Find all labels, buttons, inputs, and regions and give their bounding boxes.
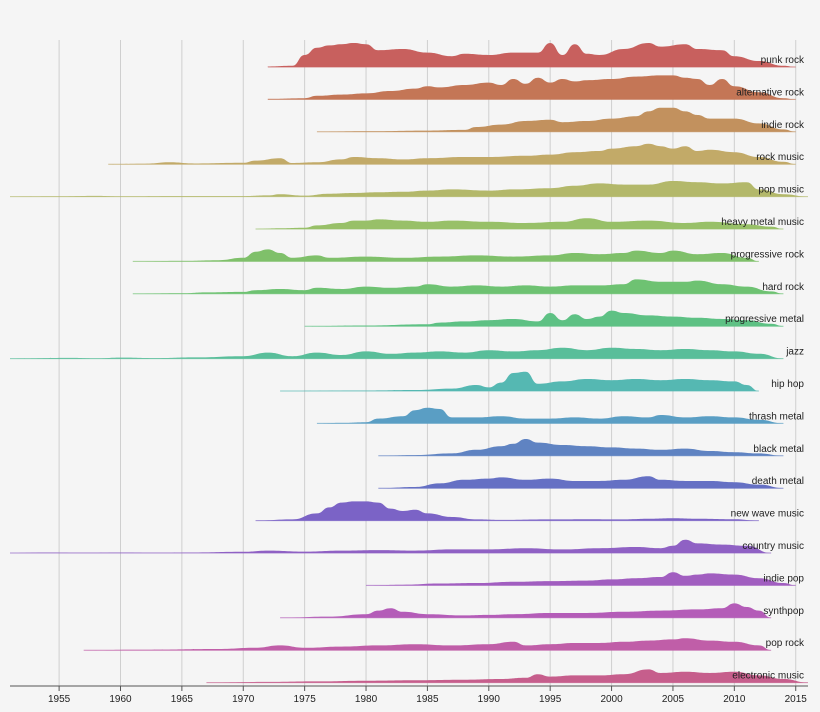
- ridge-country-music: [10, 539, 772, 553]
- ridge-black-metal: [378, 439, 784, 456]
- genre-labels: punk rock alternative rock indie rock rock …: [721, 55, 805, 682]
- genre-label-thrash-metal: thrash metal: [749, 411, 804, 422]
- x-tick-label-1965: 1965: [171, 694, 194, 705]
- genre-label-black-metal: black metal: [753, 444, 804, 455]
- ridge-indie-pop: [366, 572, 796, 586]
- x-tick-label-1955: 1955: [48, 694, 71, 705]
- genre-label-synthpop: synthpop: [763, 606, 804, 617]
- genre-label-heavy-metal-music: heavy metal music: [721, 217, 804, 228]
- x-tick-label-1995: 1995: [539, 694, 562, 705]
- genre-label-rock-music: rock music: [756, 152, 804, 163]
- genre-ridges: [10, 43, 808, 684]
- ridge-pop-rock: [83, 638, 772, 651]
- genre-label-pop-music: pop music: [758, 185, 804, 196]
- ridge-thrash-metal: [316, 407, 784, 424]
- x-axis: 1955 1960 1965 1970 1975 1980 1985 1990 1995 2000…: [10, 685, 808, 705]
- x-tick-label-1980: 1980: [355, 694, 378, 705]
- genre-label-electronic-music: electronic music: [732, 671, 804, 682]
- ridge-progressive-rock: [132, 249, 759, 262]
- x-tick-label-1990: 1990: [478, 694, 501, 705]
- ridge-hard-rock: [132, 279, 784, 294]
- ridge-new-wave-music: [255, 501, 759, 521]
- ridge-death-metal: [378, 476, 784, 489]
- x-tick-label-1970: 1970: [232, 694, 255, 705]
- x-tick-label-2010: 2010: [723, 694, 746, 705]
- genre-label-hard-rock: hard rock: [762, 282, 805, 293]
- genre-label-country-music: country music: [742, 541, 804, 552]
- genre-label-new-wave-music: new wave music: [731, 509, 804, 520]
- genre-label-pop-rock: pop rock: [766, 638, 805, 649]
- genre-label-indie-rock: indie rock: [761, 120, 805, 131]
- ridge-pop-music: [10, 181, 808, 197]
- ridge-synthpop: [280, 603, 772, 618]
- genre-label-progressive-metal: progressive metal: [725, 314, 804, 325]
- genre-label-jazz: jazz: [785, 347, 804, 358]
- vertical-gridlines: [58, 40, 797, 686]
- ridge-jazz: [10, 347, 784, 359]
- genre-label-indie-pop: indie pop: [763, 573, 804, 584]
- ridge-rock-music: [108, 143, 796, 165]
- ridge-heavy-metal-music: [255, 218, 784, 229]
- x-tick-label-1985: 1985: [416, 694, 439, 705]
- genre-label-hip-hop: hip hop: [771, 379, 804, 390]
- genre-label-punk-rock: punk rock: [761, 55, 805, 66]
- genre-label-alternative-rock: alternative rock: [736, 87, 805, 98]
- genre-label-death-metal: death metal: [752, 476, 804, 487]
- x-tick-label-1960: 1960: [109, 694, 132, 705]
- ridge-indie-rock: [316, 107, 796, 132]
- x-tick-label-2005: 2005: [662, 694, 685, 705]
- genre-label-progressive-rock: progressive rock: [731, 249, 805, 260]
- ridge-progressive-metal: [304, 310, 784, 327]
- ridge-electronic-music: [206, 669, 808, 683]
- x-tick-label-2000: 2000: [600, 694, 623, 705]
- ridge-hip-hop: [280, 371, 759, 391]
- x-tick-label-1975: 1975: [294, 694, 317, 705]
- ridge-alternative-rock: [267, 75, 796, 100]
- x-tick-label-2015: 2015: [785, 694, 808, 705]
- ridge-punk-rock: [267, 43, 796, 67]
